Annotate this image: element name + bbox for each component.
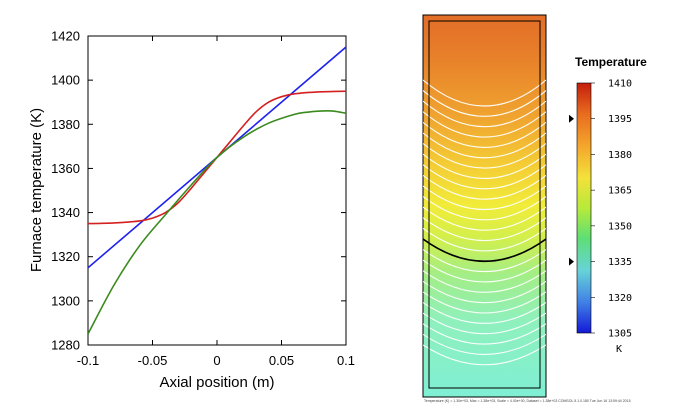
y-tick-label: 1420 xyxy=(51,29,80,44)
colorbar-marker xyxy=(569,257,574,266)
x-tick-label: 0.1 xyxy=(337,353,355,368)
colorbar-tick-label: 1305 xyxy=(608,329,632,340)
y-tick-label: 1380 xyxy=(51,117,80,132)
y-axis-label: Furnace temperature (K) xyxy=(28,108,45,272)
colorbar-tick-label: 1335 xyxy=(608,257,632,268)
highlighted-contour xyxy=(423,238,546,263)
x-tick-label: 0.05 xyxy=(269,353,294,368)
y-tick-label: 1280 xyxy=(51,338,80,353)
y-tick-label: 1360 xyxy=(51,161,80,176)
colorbar-markers xyxy=(569,114,574,266)
contour-line xyxy=(423,270,546,293)
contour-line xyxy=(423,90,546,117)
contour-line xyxy=(423,132,546,159)
contour-line xyxy=(423,174,546,200)
contour-line xyxy=(423,153,546,179)
contour-line xyxy=(423,227,546,252)
contour-line xyxy=(423,302,546,324)
temperature-field: Temperature (K) = 1.30e+03, Max = 1.38e+… xyxy=(422,14,631,403)
contour-line xyxy=(423,206,546,231)
colorbar-labels: 1410 1395 1380 1365 1350 1335 1320 1305 xyxy=(591,79,632,340)
contour-lines xyxy=(423,79,546,366)
colorbar-tick-label: 1320 xyxy=(608,293,632,304)
colorbar-tick-label: 1350 xyxy=(608,221,632,232)
contour-line xyxy=(423,100,546,128)
colorbar-unit: K xyxy=(616,344,622,355)
contour-line xyxy=(423,249,546,273)
contour-line xyxy=(423,259,546,283)
field-background xyxy=(422,14,547,398)
colorbar-tick-label: 1395 xyxy=(608,114,632,125)
contour-line xyxy=(423,323,546,345)
y-tick-label: 1340 xyxy=(51,205,80,220)
y-tick-label: 1320 xyxy=(51,249,80,264)
colorbar-title: Temperature xyxy=(575,55,647,69)
contour-line xyxy=(423,344,546,366)
colorbar-tick-label: 1380 xyxy=(608,150,632,161)
colorbar-gradient xyxy=(576,82,592,334)
x-tick-label: 0 xyxy=(213,353,220,368)
contour-line xyxy=(423,217,546,242)
series-group xyxy=(88,46,346,335)
colorbar-tick-label: 1410 xyxy=(608,79,632,90)
contour-line xyxy=(423,121,546,148)
contour-line xyxy=(423,312,546,335)
contour-line xyxy=(423,164,546,190)
x-axis-label: Axial position (m) xyxy=(159,374,274,391)
contour-line xyxy=(423,79,546,107)
contour-line xyxy=(423,280,546,304)
contour-line xyxy=(423,333,546,355)
x-tick-label: -0.1 xyxy=(77,353,99,368)
contour-line xyxy=(423,291,546,314)
x-tick-label: -0.05 xyxy=(138,353,168,368)
contour-line xyxy=(423,185,546,210)
series-line-green xyxy=(88,110,346,335)
colorbar: Temperature 1410 1395 1380 1365 1350 1335 1320… xyxy=(569,55,647,355)
y-tick-label: 1300 xyxy=(51,293,80,308)
contour-line xyxy=(423,143,546,169)
colorbar-marker xyxy=(569,114,574,123)
contour-line xyxy=(423,196,546,221)
y-axis: 1280 1300 1320 1340 1360 1380 1400 1420 xyxy=(51,29,346,353)
x-axis: -0.1 -0.05 0 0.05 0.1 xyxy=(77,36,355,368)
inner-boundary xyxy=(428,20,541,389)
y-tick-label: 1400 xyxy=(51,73,80,88)
plot-frame xyxy=(87,35,347,346)
colorbar-tick-label: 1365 xyxy=(608,186,632,197)
contour-line xyxy=(423,111,546,138)
footer-text: Temperature (K) = 1.30e+03, Max = 1.38e+… xyxy=(424,399,631,403)
